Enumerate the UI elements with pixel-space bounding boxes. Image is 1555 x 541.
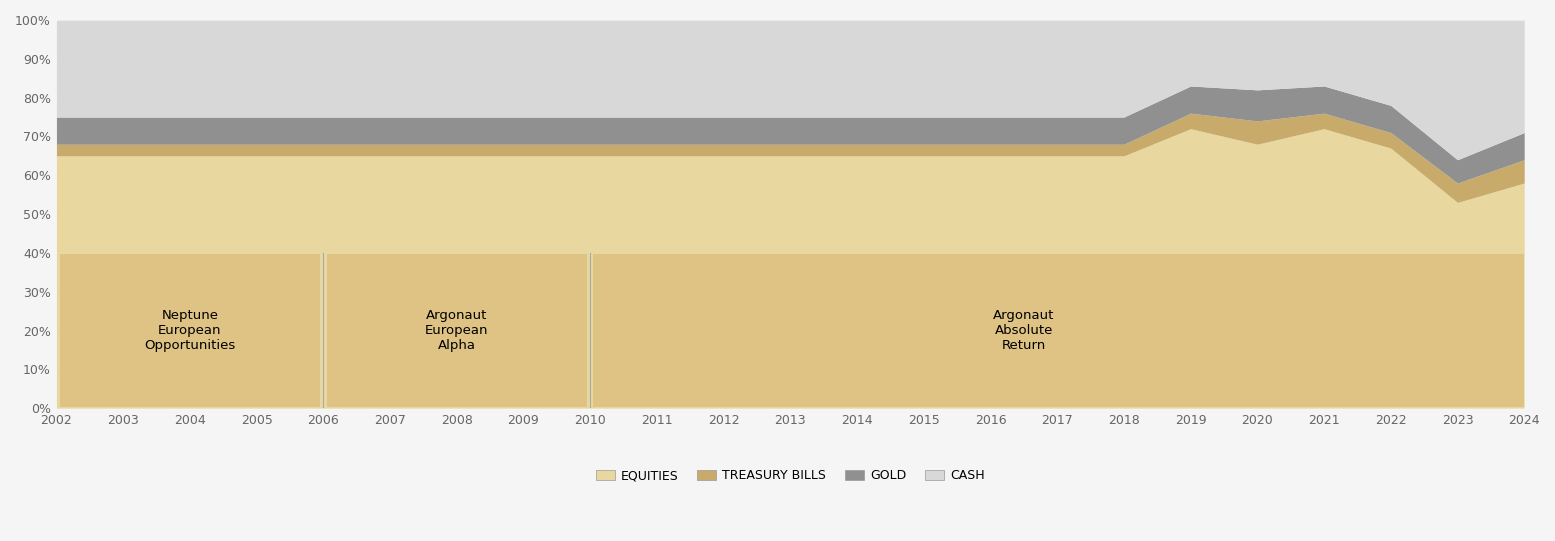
Bar (327, 254, 586, 407)
Text: Argonaut
Absolute
Return: Argonaut Absolute Return (994, 309, 1054, 352)
Text: Neptune
European
Opportunities: Neptune European Opportunities (145, 309, 235, 352)
Text: Argonaut
European
Alpha: Argonaut European Alpha (425, 309, 488, 352)
Legend: EQUITIES, TREASURY BILLS, GOLD, CASH: EQUITIES, TREASURY BILLS, GOLD, CASH (591, 464, 989, 487)
Bar (594, 254, 1524, 407)
Bar (59, 254, 320, 407)
